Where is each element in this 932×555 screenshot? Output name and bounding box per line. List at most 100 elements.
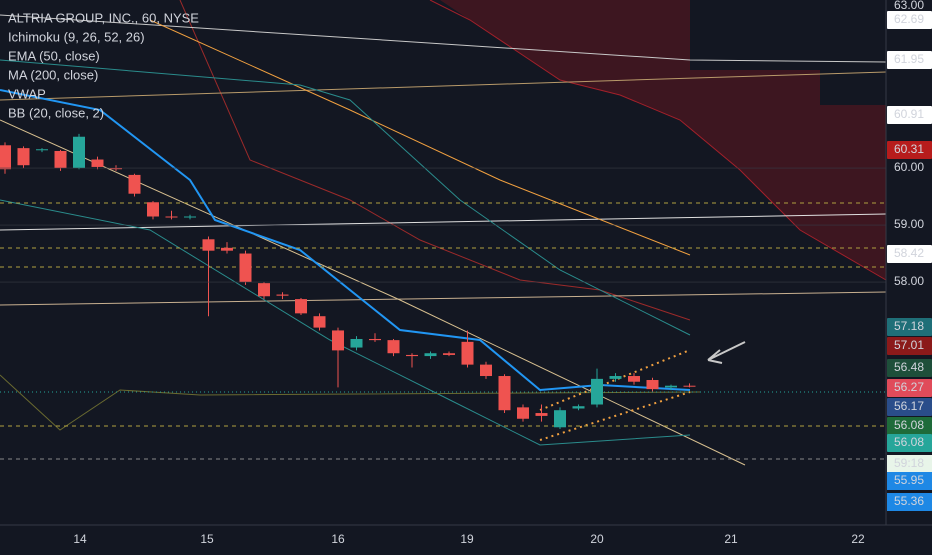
candle-body <box>276 294 289 296</box>
candle-body <box>91 159 104 167</box>
price-label: 60.31 <box>894 142 924 156</box>
candle-body <box>406 354 418 357</box>
legend: ALTRIA GROUP, INC., 60, NYSE Ichimoku (9… <box>8 10 199 120</box>
price-label-box <box>887 434 932 452</box>
price-label: 57.18 <box>894 319 924 333</box>
price-label: 60.91 <box>894 107 924 121</box>
x-tick-label: 20 <box>590 532 604 546</box>
price-label: 61.95 <box>894 52 924 66</box>
trend-line <box>0 213 887 231</box>
bb-upper <box>0 59 691 336</box>
channel-line <box>539 391 691 441</box>
y-tick-label: 63.00 <box>894 0 924 12</box>
candle-body <box>313 316 326 328</box>
candles <box>0 133 696 430</box>
price-label: 57.01 <box>894 338 924 352</box>
candle-body <box>0 145 11 170</box>
candle-body <box>73 136 85 169</box>
candle-body <box>387 340 400 354</box>
candle-body <box>221 247 233 251</box>
candle-body <box>258 283 270 297</box>
x-tick-label: 14 <box>73 532 87 546</box>
candle-body <box>554 410 566 428</box>
candle-body <box>369 338 381 341</box>
candle-body <box>498 376 511 411</box>
candle-body <box>424 353 437 357</box>
candle-body <box>128 174 141 194</box>
countdown-label: 59:18 <box>894 456 924 470</box>
ema-fast <box>0 89 691 392</box>
y-tick-label: 59.00 <box>894 217 924 231</box>
price-label-box <box>887 106 932 124</box>
countdown-box <box>887 455 932 473</box>
price-label-box <box>887 337 932 355</box>
price-label: 55.36 <box>894 494 924 508</box>
vwap-line <box>0 71 887 101</box>
price-label: 56.08 <box>894 418 924 432</box>
oscillator-line <box>0 374 701 431</box>
cloud-edge <box>429 0 887 281</box>
price-label-box <box>887 245 932 263</box>
candle-body <box>184 216 196 218</box>
candle-body <box>572 406 585 409</box>
ma-line <box>0 14 887 63</box>
price-label: 56.08 <box>894 435 924 449</box>
candle-body <box>628 376 640 382</box>
indicator-label: EMA (50, close) <box>8 48 100 63</box>
trend-line <box>0 291 887 306</box>
price-label-box <box>887 379 932 397</box>
price-label-box <box>887 51 932 69</box>
x-tick-label: 22 <box>851 532 865 546</box>
price-label: 55.95 <box>894 473 924 487</box>
price-label: 56.17 <box>894 399 924 413</box>
price-label-box <box>887 398 932 416</box>
x-tick-label: 21 <box>724 532 738 546</box>
price-label-box <box>887 359 932 377</box>
price-label-box <box>887 141 932 159</box>
price-label-box <box>887 472 932 490</box>
candle-body <box>517 407 529 419</box>
candle-body <box>461 341 474 365</box>
candle-body <box>332 330 344 351</box>
candle-body <box>646 380 659 390</box>
candle-body <box>665 385 677 388</box>
candle-body <box>17 148 30 166</box>
indicator-label: BB (20, close, 2) <box>8 105 104 120</box>
price-label: 56.27 <box>894 380 924 394</box>
price-label: 62.69 <box>894 12 924 26</box>
price-label-box <box>887 493 932 511</box>
candle-body <box>350 338 363 348</box>
x-tick-label: 16 <box>331 532 345 546</box>
indicator-label: Ichimoku (9, 26, 52, 26) <box>8 29 145 44</box>
price-label-box <box>887 11 932 29</box>
price-label: 56.48 <box>894 360 924 374</box>
symbol-title: ALTRIA GROUP, INC., 60, NYSE <box>8 10 199 25</box>
candle-body <box>295 299 307 314</box>
candle-body <box>609 376 622 379</box>
candle-body <box>147 202 159 217</box>
candle-body <box>591 378 603 405</box>
candle-body <box>110 168 122 170</box>
indicator-label: VWAP <box>8 86 46 101</box>
candle-body <box>535 413 548 416</box>
indicator-label: MA (200, close) <box>8 67 98 82</box>
price-label: 58.42 <box>894 246 924 260</box>
arrow-annotation <box>707 341 746 364</box>
ema-line <box>149 19 691 256</box>
candle-body <box>683 385 696 387</box>
candle-body <box>202 239 215 251</box>
ichimoku-cloud <box>430 0 886 280</box>
price-label-box <box>887 318 932 336</box>
price-label-box <box>887 417 932 435</box>
x-tick-label: 19 <box>460 532 474 546</box>
candle-body <box>36 149 48 151</box>
candle-body <box>443 353 455 355</box>
candle-body <box>239 253 252 283</box>
candle-body <box>480 364 492 377</box>
candle-body <box>165 216 178 218</box>
y-tick-label: 58.00 <box>894 274 924 288</box>
x-tick-label: 15 <box>200 532 214 546</box>
candle-body <box>54 150 67 169</box>
